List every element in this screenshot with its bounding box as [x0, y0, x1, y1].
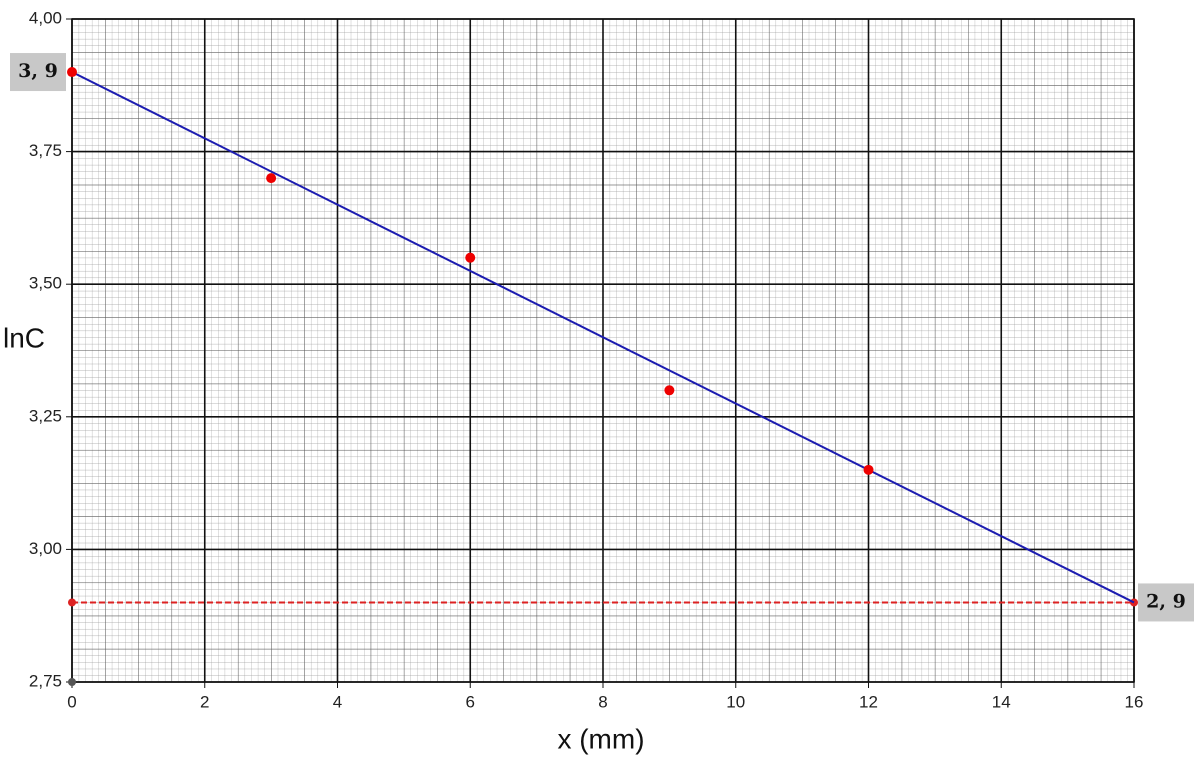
- plot-frame: [71, 18, 1135, 683]
- x-tick-label: 10: [726, 692, 745, 711]
- annotation: 3, 9: [10, 53, 66, 92]
- x-tick-label: 12: [859, 692, 878, 711]
- reference-end: [68, 598, 76, 607]
- y-tick-label: 3,50: [29, 274, 62, 293]
- x-tick-label: 0: [67, 692, 76, 711]
- y-tick-label: 3,25: [29, 406, 62, 425]
- annotation-label: 3, 9: [18, 60, 58, 82]
- x-axis-title: x (mm): [557, 723, 644, 754]
- annotation-box: [10, 53, 66, 92]
- x-tick-label: 2: [200, 692, 209, 711]
- x-tick-label: 8: [598, 692, 607, 711]
- data-point: [465, 252, 476, 263]
- fit-line: [71, 71, 1135, 604]
- x-tick-label: 14: [992, 692, 1011, 711]
- data-point: [664, 385, 675, 396]
- x-tick-label: 4: [333, 692, 342, 711]
- origin-dot: [68, 678, 76, 686]
- y-axis-title: lnC: [3, 322, 45, 353]
- x-tick-label: 16: [1125, 692, 1144, 711]
- x-tick-label: 6: [466, 692, 475, 711]
- data-point: [266, 173, 277, 184]
- annotation-box: [1138, 583, 1194, 622]
- y-tick-label: 2,75: [29, 671, 62, 690]
- y-tick-label: 3,00: [29, 539, 62, 558]
- annotation: 2, 9: [1138, 583, 1194, 622]
- annotation-label: 2, 9: [1146, 590, 1186, 612]
- y-tick-label: 4,00: [29, 8, 62, 27]
- data-point: [67, 67, 77, 78]
- data-point: [863, 464, 874, 475]
- y-tick-label: 3,75: [29, 141, 62, 160]
